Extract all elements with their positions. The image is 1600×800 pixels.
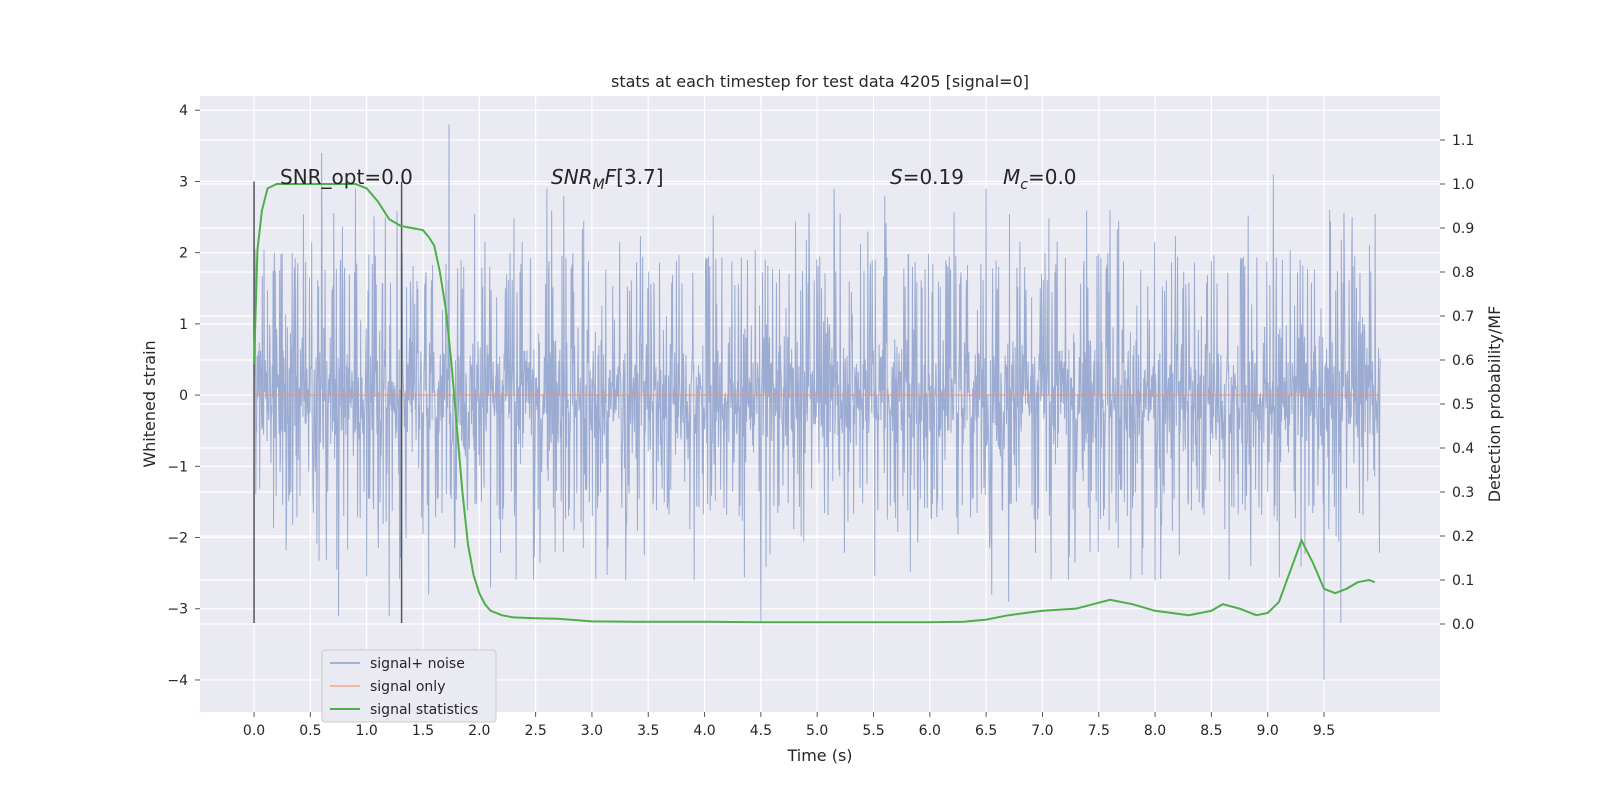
x-tick-label: 3.0: [581, 723, 603, 739]
y2-axis-label: Detection probability/MF: [1485, 306, 1504, 503]
x-tick-label: 1.5: [412, 723, 434, 739]
x-tick-label: 9.0: [1257, 723, 1279, 739]
y2-tick-label: 0.4: [1452, 441, 1474, 457]
y2-tick-label: 0.9: [1452, 221, 1474, 237]
annotation-s: S=0.19: [890, 165, 964, 189]
y2-tick-label: 0.3: [1452, 485, 1474, 501]
y2-tick-label: 0.0: [1452, 617, 1474, 633]
y2-tick-label: 0.8: [1452, 265, 1474, 281]
y-tick-label: 1: [179, 317, 188, 333]
y2-tick-label: 1.1: [1452, 133, 1474, 149]
x-axis-label: Time (s): [786, 746, 852, 765]
y-tick-label: 0: [179, 388, 188, 404]
x-tick-label: 1.0: [356, 723, 378, 739]
y2-tick-label: 1.0: [1452, 177, 1474, 193]
x-tick-label: 0.0: [243, 723, 265, 739]
y2-tick-label: 0.1: [1452, 573, 1474, 589]
annotation-snr-mf-value: [3.7]: [616, 165, 663, 189]
y2-tick-label: 0.7: [1452, 309, 1474, 325]
x-tick-label: 8.0: [1144, 723, 1166, 739]
y-tick-label: −4: [167, 673, 188, 689]
y2-tick-label: 0.5: [1452, 397, 1474, 413]
y-tick-label: −3: [167, 602, 188, 618]
y2-tick-label: 0.2: [1452, 529, 1474, 545]
series-layer: [253, 124, 1381, 680]
x-tick-label: 4.0: [693, 723, 715, 739]
y-tick-label: −1: [167, 459, 188, 475]
y-tick-label: 2: [179, 246, 188, 262]
annotation-s-value: =0.19: [903, 165, 964, 189]
x-tick-label: 2.0: [468, 723, 490, 739]
legend-label-signal-only: signal only: [370, 679, 445, 695]
series-signal-statistics-line: [253, 183, 1376, 624]
x-tick-label: 7.5: [1088, 723, 1110, 739]
x-tick-label: 0.5: [299, 723, 321, 739]
x-tick-label: 6.0: [919, 723, 941, 739]
x-tick-label: 4.5: [750, 723, 772, 739]
x-tick-label: 2.5: [524, 723, 546, 739]
annotation-snr-opt: SNR_opt=0.0: [280, 165, 413, 189]
x-tick-label: 5.0: [806, 723, 828, 739]
y-tick-label: −2: [167, 531, 188, 547]
x-tick-label: 7.0: [1031, 723, 1053, 739]
x-tick-label: 9.5: [1313, 723, 1335, 739]
x-tick-label: 5.5: [862, 723, 884, 739]
legend: signal+ noise signal only signal statist…: [321, 649, 497, 723]
y-tick-label: 3: [179, 174, 188, 190]
series-signal-noise-line: [253, 124, 1381, 680]
annotation-mc: Mc=0.0: [1003, 165, 1077, 193]
y2-tick-label: 0.6: [1452, 353, 1474, 369]
legend-box: [321, 649, 497, 723]
legend-label-signal-statistics: signal statistics: [370, 702, 478, 718]
x-tick-label: 3.5: [637, 723, 659, 739]
axes: 0.0 0.5 1.0 1.5 2.0 2.5 3.0 3.5 4.0 4.5 5.0 5.5 6.0 6…: [167, 103, 1474, 739]
annotation-snr-mf: SNRMF[3.7]: [551, 165, 664, 193]
annotation-mc-value: =0.0: [1028, 165, 1077, 189]
x-tick-label: 6.5: [975, 723, 997, 739]
x-tick-label: 8.5: [1200, 723, 1222, 739]
legend-label-signal-noise: signal+ noise: [370, 656, 465, 672]
y-tick-label: 4: [179, 103, 188, 119]
chart-title: stats at each timestep for test data 420…: [611, 72, 1029, 91]
y-axis-label: Whitened strain: [140, 340, 159, 467]
